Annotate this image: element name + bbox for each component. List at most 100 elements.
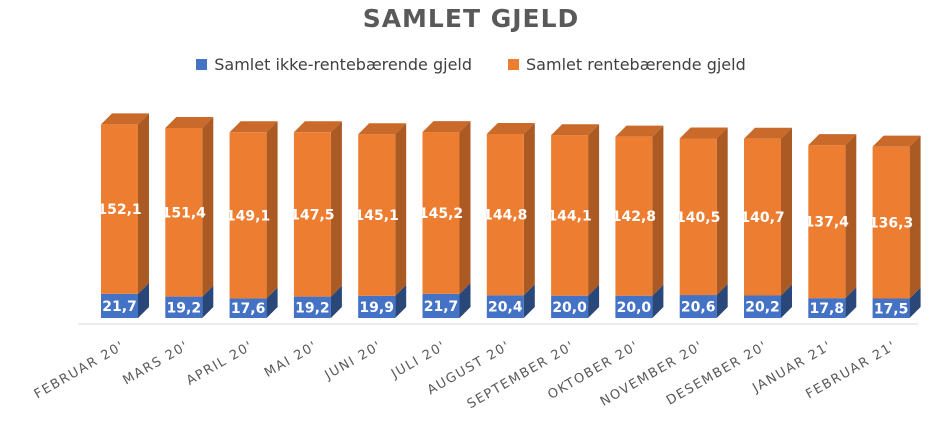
bar-top-rentebaerende — [615, 125, 664, 137]
bar-ikke-rentebaerende — [229, 298, 267, 318]
data-label-rentebaerende: 144,8 — [483, 208, 527, 224]
bar-rentebaerende — [744, 138, 781, 296]
data-label-ikke-rentebaerende: 19,9 — [359, 300, 394, 316]
data-label-rentebaerende: 142,8 — [612, 209, 656, 225]
bar-side-rentebaerende — [909, 135, 921, 299]
bar-ikke-rentebaerende — [808, 298, 846, 318]
bar-ikke-rentebaerende — [293, 296, 331, 318]
bar-ikke-rentebaerende — [358, 295, 396, 318]
bar-side-rentebaerende — [588, 124, 600, 296]
bar-rentebaerende — [551, 135, 589, 296]
bar-top-rentebaerende — [808, 134, 857, 146]
bar-rentebaerende — [101, 124, 138, 294]
legend-item-ikke-rentebaerende: Samlet ikke-rentebærende gjeld — [196, 55, 472, 74]
data-label-ikke-rentebaerende: 19,2 — [167, 300, 202, 316]
bar-side-ikke-rentebaerende — [523, 284, 535, 318]
bar-side-ikke-rentebaerende — [652, 284, 664, 318]
bar-ikke-rentebaerende — [165, 296, 203, 318]
bar-top-rentebaerende — [229, 121, 278, 133]
bar-side-rentebaerende — [716, 127, 728, 296]
data-label-rentebaerende: 137,4 — [805, 215, 850, 231]
bar-top-rentebaerende — [293, 121, 342, 133]
bar-side-rentebaerende — [845, 134, 857, 299]
legend-swatch-blue — [196, 59, 208, 70]
data-label-rentebaerende: 144,1 — [547, 208, 591, 224]
bar-ikke-rentebaerende — [615, 295, 653, 318]
data-label-ikke-rentebaerende: 21,7 — [424, 299, 459, 315]
data-label-rentebaerende: 147,5 — [290, 207, 334, 223]
bar-side-rentebaerende — [523, 122, 535, 296]
bar-side-ikke-rentebaerende — [202, 285, 214, 318]
bar-side-ikke-rentebaerende — [845, 287, 857, 318]
bar-ikke-rentebaerende — [872, 298, 910, 318]
bar-side-rentebaerende — [138, 113, 149, 294]
data-label-ikke-rentebaerende: 17,5 — [874, 301, 909, 317]
data-label-ikke-rentebaerende: 20,0 — [552, 300, 587, 316]
data-label-ikke-rentebaerende: 17,8 — [810, 301, 845, 317]
legend-item-rentebaerende: Samlet rentebærende gjeld — [508, 55, 746, 74]
bar-top-rentebaerende — [422, 121, 471, 133]
bar-side-ikke-rentebaerende — [395, 284, 407, 318]
bar-ikke-rentebaerende — [486, 295, 524, 318]
bar-side-ikke-rentebaerende — [781, 284, 792, 318]
bar-side-rentebaerende — [459, 121, 471, 294]
bar-rentebaerende — [229, 132, 267, 299]
bar-top-rentebaerende — [872, 135, 921, 147]
data-label-rentebaerende: 152,1 — [97, 202, 141, 218]
data-label-ikke-rentebaerende: 20,2 — [745, 300, 780, 316]
bar-rentebaerende — [165, 127, 203, 297]
bar-top-rentebaerende — [679, 127, 728, 139]
data-label-rentebaerende: 140,7 — [740, 210, 784, 226]
data-label-rentebaerende: 145,2 — [419, 206, 463, 222]
chart-title: SAMLET GJELD — [362, 4, 580, 33]
legend-swatch-orange — [508, 59, 520, 70]
bar-rentebaerende — [679, 138, 717, 296]
x-tick-label: FEBRUAR 20' — [32, 338, 128, 402]
bar-side-ikke-rentebaerende — [138, 282, 149, 318]
x-tick-label: JUNI 20' — [322, 338, 385, 383]
bar-top-rentebaerende — [165, 116, 214, 128]
bar-rentebaerende — [358, 134, 396, 296]
bar-side-ikke-rentebaerende — [266, 287, 278, 318]
bar-top-rentebaerende — [744, 127, 792, 139]
bar-rentebaerende — [808, 145, 846, 299]
bar-ikke-rentebaerende — [679, 295, 717, 318]
data-label-rentebaerende: 151,4 — [162, 205, 207, 221]
bar-side-rentebaerende — [652, 125, 664, 296]
bar-side-rentebaerende — [202, 116, 214, 297]
bar-ikke-rentebaerende — [101, 293, 138, 318]
data-label-ikke-rentebaerende: 17,6 — [231, 301, 266, 317]
data-label-ikke-rentebaerende: 19,2 — [295, 300, 330, 316]
bar-side-ikke-rentebaerende — [588, 284, 600, 318]
bar-ikke-rentebaerende — [744, 295, 781, 318]
bar-top-rentebaerende — [101, 113, 149, 125]
bar-side-rentebaerende — [395, 123, 407, 296]
bar-side-ikke-rentebaerende — [909, 287, 921, 318]
bar-rentebaerende — [486, 133, 524, 296]
data-label-ikke-rentebaerende: 20,4 — [488, 300, 523, 316]
bar-rentebaerende — [293, 132, 331, 297]
data-label-ikke-rentebaerende: 20,6 — [681, 300, 716, 316]
bar-rentebaerende — [872, 146, 910, 299]
x-tick-label: APRIL 20' — [184, 338, 256, 388]
data-label-rentebaerende: 145,1 — [355, 208, 399, 224]
bar-side-ikke-rentebaerende — [459, 282, 471, 318]
data-label-rentebaerende: 136,3 — [869, 216, 913, 232]
bar-side-rentebaerende — [266, 121, 278, 299]
bar-side-rentebaerende — [781, 127, 792, 296]
bar-top-rentebaerende — [358, 123, 407, 135]
legend-label: Samlet ikke-rentebærende gjeld — [214, 55, 473, 74]
x-tick-label: MAI 20' — [262, 338, 320, 380]
bar-side-ikke-rentebaerende — [716, 284, 728, 318]
bar-side-ikke-rentebaerende — [330, 285, 342, 318]
bar-top-rentebaerende — [551, 124, 600, 136]
data-label-rentebaerende: 149,1 — [226, 208, 270, 224]
x-tick-label: MARS 20' — [121, 338, 192, 388]
bar-rentebaerende — [422, 132, 460, 294]
data-label-ikke-rentebaerende: 20,0 — [617, 300, 652, 316]
bar-ikke-rentebaerende — [551, 295, 589, 318]
bar-side-rentebaerende — [330, 121, 342, 297]
bar-ikke-rentebaerende — [422, 293, 460, 318]
data-label-rentebaerende: 140,5 — [676, 210, 720, 226]
